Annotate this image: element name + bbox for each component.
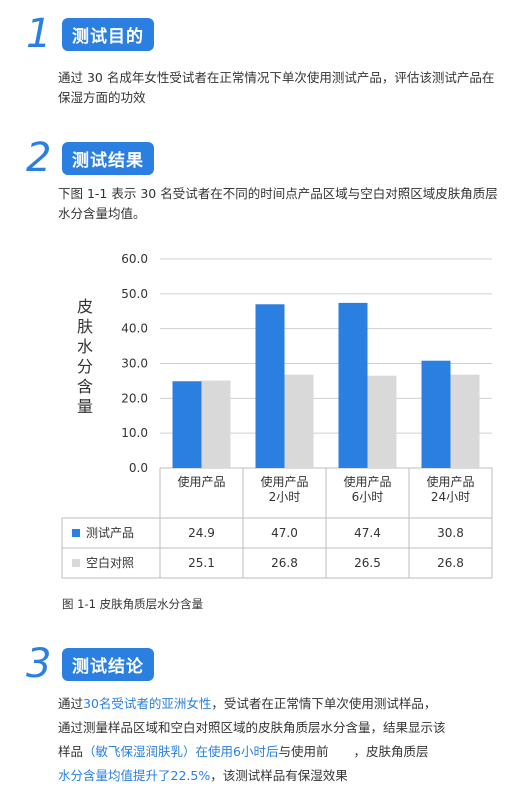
highlight-result: 水分含量均值提升了22.5% [58, 768, 211, 783]
x-category-label: 使用产品 [426, 474, 474, 489]
y-tick-label: 60.0 [121, 252, 148, 266]
y-tick-label: 40.0 [121, 322, 148, 336]
conclusion-line: 通过测量样品区域和空白对照区域的皮肤角质层水分含量，结果显示该 [58, 720, 446, 735]
x-category-label: 2小时 [269, 490, 301, 504]
section-number: 1 [26, 11, 52, 57]
purpose-text: 通过 30 名成年女性受试者在正常情况下单次使用测试产品，评估该测试产品在保湿方… [58, 70, 495, 105]
x-category-label: 使用产品 [260, 474, 308, 489]
conclusion-text: 通过30名受试者的亚洲女性，受试者在正常情下单次使用测试样品， 通过测量样品区域… [58, 692, 508, 788]
section-title: 测试目的 [62, 17, 154, 51]
bar-test-product [421, 360, 451, 468]
data-value-label: 24.9 [188, 526, 215, 540]
section-header-conclusion: 3 测试结论 [26, 644, 154, 684]
y-axis-label-char: 量 [77, 397, 93, 416]
x-category-label: 6小时 [352, 490, 384, 504]
bar-blank-control [284, 374, 314, 468]
conclusion-line: 样品（敏飞保湿润肤乳）在使用6小时后与使用前 ，皮肤角质层 [58, 744, 429, 759]
bar-blank-control [367, 375, 397, 468]
x-category-label: 24小时 [431, 490, 470, 504]
bar-blank-control [201, 380, 231, 468]
chart-caption: 图 1-1 皮肤角质层水分含量 [62, 597, 204, 611]
y-tick-label: 30.0 [121, 357, 148, 371]
conclusion-line: 通过30名受试者的亚洲女性，受试者在正常情下单次使用测试样品， [58, 696, 437, 711]
legend-swatch [72, 559, 80, 567]
section-title: 测试结果 [62, 141, 154, 175]
y-axis-label-char: 分 [77, 357, 93, 376]
legend-swatch [72, 529, 80, 537]
section-number: 2 [26, 135, 52, 181]
highlight-product: （敏飞保湿润肤乳）在使用6小时后 [83, 744, 279, 759]
data-value-label: 30.8 [437, 526, 464, 540]
x-category-label: 使用产品 [343, 474, 391, 489]
bar-test-product [255, 304, 285, 468]
y-tick-label: 50.0 [121, 287, 148, 301]
y-axis-label-char: 含 [77, 377, 93, 396]
bar-test-product [172, 381, 202, 468]
y-tick-label: 20.0 [121, 391, 148, 405]
result-text: 下图 1-1 表示 30 名受试者在不同的时间点产品区域与空白对照区域皮肤角质层… [58, 186, 498, 221]
y-axis-label-char: 水 [77, 337, 93, 356]
section-header-results: 2 测试结果 [26, 138, 154, 178]
legend-label: 测试产品 [86, 525, 134, 540]
data-value-label: 47.0 [271, 526, 298, 540]
data-value-label: 26.8 [271, 556, 298, 570]
conclusion-line: 水分含量均值提升了22.5%，该测试样品有保湿效果 [58, 768, 348, 783]
data-value-label: 47.4 [354, 526, 381, 540]
data-value-label: 26.8 [437, 556, 464, 570]
x-category-label: 使用产品 [177, 474, 225, 489]
y-tick-label: 10.0 [121, 426, 148, 440]
section-number: 3 [26, 641, 52, 687]
bar-blank-control [450, 374, 480, 468]
data-value-label: 25.1 [188, 556, 215, 570]
data-value-label: 26.5 [354, 556, 381, 570]
section-header-purpose: 1 测试目的 [26, 14, 154, 54]
section-title: 测试结论 [62, 647, 154, 681]
legend-label: 空白对照 [86, 555, 134, 570]
bar-test-product [338, 302, 368, 468]
y-axis-label-char: 肤 [77, 317, 93, 336]
y-axis-label-char: 皮 [77, 297, 93, 316]
highlight-subjects: 30名受试者的亚洲女性 [83, 696, 212, 711]
y-tick-label: 0.0 [129, 461, 148, 475]
